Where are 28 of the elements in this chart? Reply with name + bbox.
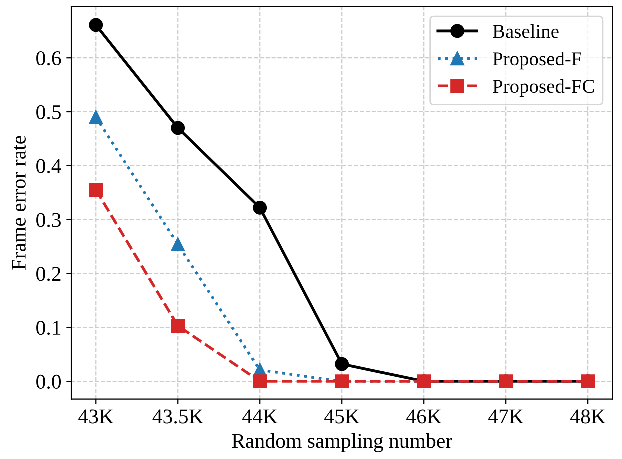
point bbox=[89, 110, 104, 124]
point bbox=[171, 121, 186, 136]
point bbox=[171, 238, 186, 252]
y-tick-label: 0.6 bbox=[36, 51, 62, 66]
x-tick-label: 43K bbox=[78, 410, 114, 424]
x-tick-label: 48K bbox=[570, 410, 606, 424]
y-tick-label: 0.4 bbox=[36, 159, 62, 174]
point bbox=[89, 183, 104, 198]
legend-label: Baseline bbox=[493, 24, 559, 38]
y-tick-label: 0.2 bbox=[36, 267, 61, 282]
x-tick-label: 44K bbox=[242, 410, 278, 424]
y-tick-label: 0.3 bbox=[36, 213, 61, 228]
point bbox=[253, 201, 268, 215]
x-tick-label: 43.5K bbox=[152, 410, 204, 424]
point bbox=[335, 357, 350, 372]
legend-label: Proposed-F bbox=[493, 52, 582, 70]
x-axis-title: Random sampling number bbox=[232, 434, 452, 452]
legend-label: Proposed-FC bbox=[493, 79, 594, 98]
y-tick-label: 0.1 bbox=[36, 321, 61, 336]
y-tick-label: 0.0 bbox=[36, 374, 62, 390]
point bbox=[253, 374, 268, 388]
point bbox=[171, 319, 186, 333]
x-tick-label: 47K bbox=[488, 410, 524, 424]
x-tick-label: 46K bbox=[406, 410, 442, 424]
y-tick-label: 0.5 bbox=[36, 105, 61, 120]
y-axis-title: Frame error rate bbox=[12, 136, 26, 270]
point bbox=[89, 18, 104, 32]
x-tick-label: 45K bbox=[324, 410, 360, 424]
